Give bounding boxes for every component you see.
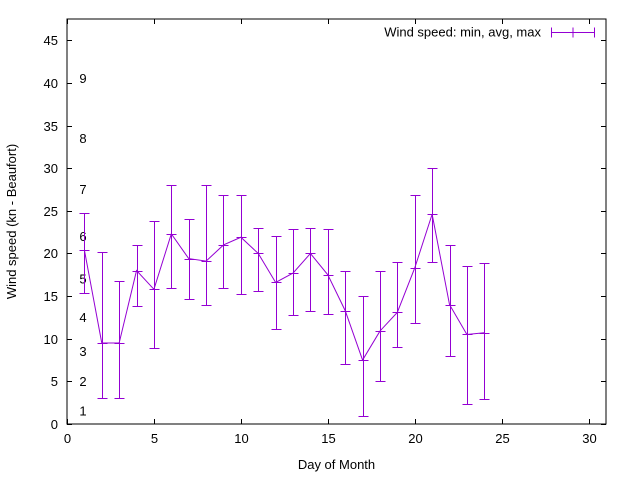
y-tick-label: 40	[44, 76, 58, 91]
beaufort-scale-label: 5	[79, 272, 86, 287]
y-tick-label: 5	[51, 374, 58, 389]
y-tick-label: 0	[51, 417, 58, 432]
legend: Wind speed: min, avg, max	[384, 25, 595, 40]
beaufort-scale-label: 9	[79, 71, 86, 86]
plot-frame	[66, 18, 607, 425]
x-tick-label: 5	[151, 431, 158, 446]
beaufort-scale-label: 6	[79, 229, 86, 244]
beaufort-scale-label: 8	[79, 131, 86, 146]
beaufort-scale-label: 1	[79, 404, 86, 419]
y-tick-label: 45	[44, 33, 58, 48]
y-tick-label: 30	[44, 161, 58, 176]
y-tick-label: 25	[44, 204, 58, 219]
beaufort-scale-label: 3	[79, 344, 86, 359]
data-series-group	[79, 168, 490, 417]
legend-label: Wind speed: min, avg, max	[384, 25, 541, 40]
beaufort-scale-label: 4	[79, 310, 86, 325]
avg-line	[83, 214, 485, 362]
y-axis-title: Wind speed (kn - Beaufort)	[4, 144, 19, 299]
beaufort-scale-label: 7	[79, 182, 86, 197]
x-tick-label: 10	[234, 431, 248, 446]
x-tick-label: 30	[582, 431, 596, 446]
y-tick-label: 35	[44, 119, 58, 134]
x-tick-label: 20	[408, 431, 422, 446]
y-tick-label: 20	[44, 246, 58, 261]
x-tick-label: 0	[64, 431, 71, 446]
y-tick-label: 15	[44, 289, 58, 304]
x-tick-label: 15	[321, 431, 335, 446]
beaufort-scale-label: 2	[79, 374, 86, 389]
y-tick-label: 10	[44, 332, 58, 347]
x-tick-label: 25	[495, 431, 509, 446]
x-axis-title: Day of Month	[298, 457, 375, 472]
